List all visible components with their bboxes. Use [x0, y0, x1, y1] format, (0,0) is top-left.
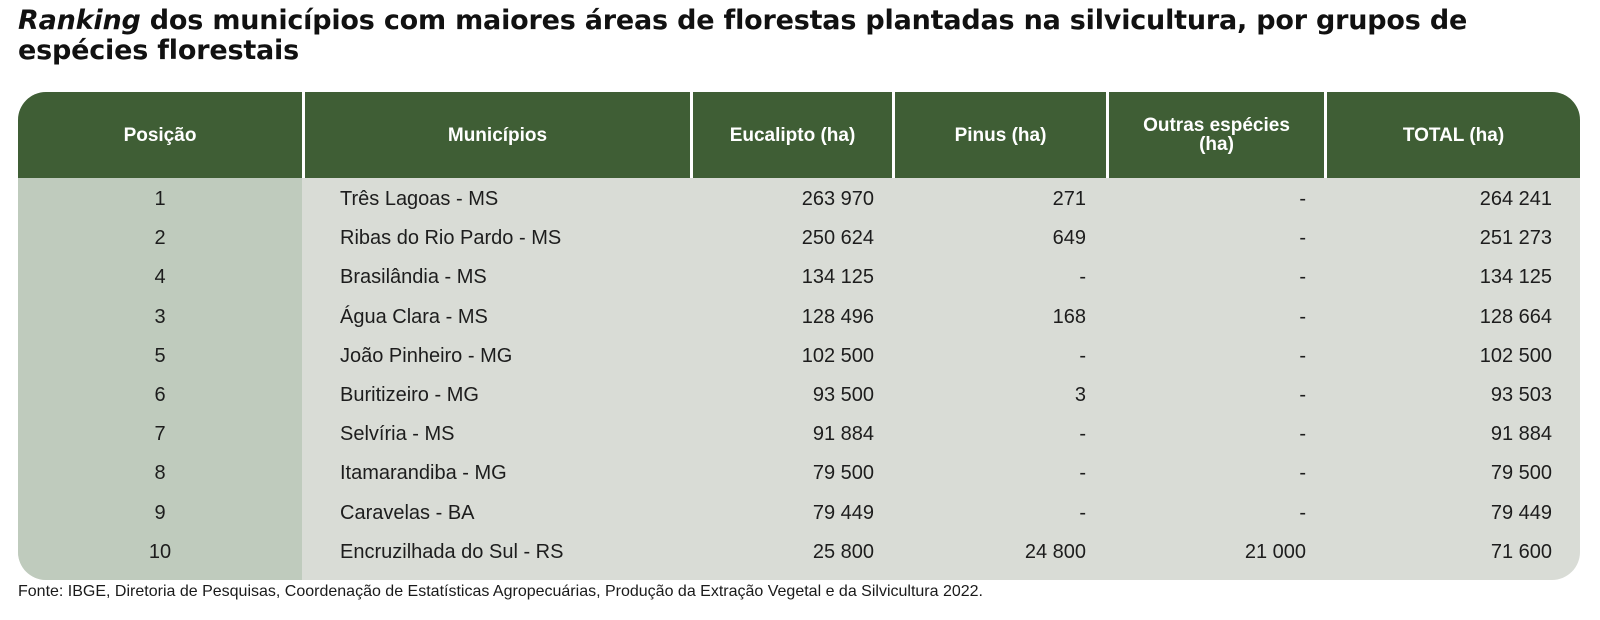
- cell-outras-especies: -: [1299, 462, 1306, 485]
- cell-outras-especies: 21 000: [1244, 540, 1306, 563]
- cell-outras-especies: -: [1299, 266, 1306, 289]
- cell-total: 264 241: [1479, 188, 1552, 210]
- cell-outras-especies: -: [1299, 501, 1306, 524]
- cell-total: 71 600: [1490, 540, 1552, 563]
- cell-pinus: 649: [1052, 227, 1086, 250]
- header-total: TOTAL (ha): [1324, 92, 1580, 178]
- title-text: dos municípios com maiores áreas de flor…: [18, 5, 1468, 66]
- cell-posicao: 10: [148, 540, 172, 563]
- cell-pinus: -: [1079, 462, 1086, 485]
- cell-pinus: -: [1079, 423, 1086, 446]
- table-row: 6 Buritizeiro - MG 93 500 3 - 93 503: [18, 376, 1580, 415]
- cell-eucalipto: 128 496: [801, 305, 874, 328]
- table-header-row: Posição Municípios Eucalipto (ha) Pinus …: [18, 92, 1580, 178]
- cell-posicao: 6: [154, 384, 166, 406]
- cell-pinus: 271: [1052, 188, 1086, 210]
- cell-municipio: Três Lagoas - MS: [340, 188, 499, 210]
- cell-pinus: 168: [1052, 305, 1086, 328]
- cell-municipio: Buritizeiro - MG: [340, 384, 479, 406]
- cell-eucalipto: 79 449: [812, 501, 874, 524]
- table-row: 5 João Pinheiro - MG 102 500 - - 102 500: [18, 337, 1580, 376]
- cell-posicao: 3: [154, 305, 166, 328]
- header-municipios: Municípios: [302, 92, 690, 178]
- cell-municipio: Brasilândia - MS: [340, 266, 487, 289]
- cell-municipio: Caravelas - BA: [340, 501, 475, 524]
- cell-outras-especies: -: [1299, 423, 1306, 446]
- cell-total: 134 125: [1479, 266, 1552, 289]
- cell-total: 91 884: [1490, 423, 1552, 446]
- cell-eucalipto: 134 125: [801, 266, 874, 289]
- page-title: Ranking dos municípios com maiores áreas…: [18, 6, 1578, 66]
- cell-posicao: 1: [154, 188, 166, 210]
- cell-eucalipto: 263 970: [801, 188, 874, 210]
- table-row: 3 Água Clara - MS 128 496 168 - 128 664: [18, 298, 1580, 337]
- cell-eucalipto: 93 500: [812, 384, 874, 406]
- cell-posicao: 9: [154, 501, 166, 524]
- cell-total: 79 500: [1490, 462, 1552, 485]
- cell-municipio: Encruzilhada do Sul - RS: [340, 540, 564, 563]
- cell-outras-especies: -: [1299, 384, 1306, 406]
- cell-pinus: 24 800: [1024, 540, 1086, 563]
- cell-eucalipto: 250 624: [801, 227, 874, 250]
- table-row: 2 Ribas do Rio Pardo - MS 250 624 649 - 251 2…: [18, 219, 1580, 258]
- cell-pinus: 3: [1074, 384, 1086, 406]
- cell-outras-especies: -: [1299, 227, 1306, 250]
- cell-eucalipto: 25 800: [812, 540, 874, 563]
- table-row: 10 Encruzilhada do Sul - RS 25 800 24 800 21…: [18, 533, 1580, 572]
- cell-municipio: Selvíria - MS: [340, 423, 455, 446]
- cell-eucalipto: 91 884: [812, 423, 874, 446]
- table-row: 1 Três Lagoas - MS 263 970 271 - 264 241: [18, 180, 1580, 219]
- table-row: 7 Selvíria - MS 91 884 - - 91 884: [18, 415, 1580, 454]
- cell-posicao: 7: [154, 423, 166, 446]
- cell-municipio: Água Clara - MS: [340, 305, 488, 328]
- table-row: 4 Brasilândia - MS 134 125 - - 134 125: [18, 258, 1580, 297]
- cell-posicao: 4: [154, 266, 166, 289]
- title-italic-word: Ranking: [18, 5, 141, 36]
- cell-outras-especies: -: [1299, 305, 1306, 328]
- cell-total: 128 664: [1479, 305, 1552, 328]
- cell-total: 251 273: [1479, 227, 1552, 250]
- cell-pinus: -: [1079, 344, 1086, 367]
- ranking-table: Posição Municípios Eucalipto (ha) Pinus …: [18, 92, 1580, 580]
- position-column-background: [18, 178, 302, 580]
- source-note: Fonte: IBGE, Diretoria de Pesquisas, Coo…: [18, 583, 983, 600]
- header-pinus: Pinus (ha): [892, 92, 1106, 178]
- header-outras-especies: Outras espécies (ha): [1106, 92, 1324, 178]
- cell-eucalipto: 79 500: [812, 462, 874, 485]
- cell-outras-especies: -: [1299, 344, 1306, 367]
- table-row: 9 Caravelas - BA 79 449 - - 79 449: [18, 494, 1580, 533]
- cell-total: 102 500: [1479, 344, 1552, 367]
- cell-total: 79 449: [1490, 501, 1552, 524]
- cell-total: 93 503: [1490, 384, 1552, 406]
- header-eucalipto: Eucalipto (ha): [690, 92, 892, 178]
- cell-pinus: -: [1079, 266, 1086, 289]
- cell-eucalipto: 102 500: [801, 344, 874, 367]
- cell-posicao: 2: [154, 227, 166, 250]
- cell-outras-especies: -: [1299, 188, 1306, 210]
- cell-posicao: 5: [154, 344, 166, 367]
- cell-pinus: -: [1079, 501, 1086, 524]
- table-row: 8 Itamarandiba - MG 79 500 - - 79 500: [18, 454, 1580, 493]
- cell-municipio: Itamarandiba - MG: [340, 462, 507, 485]
- cell-municipio: João Pinheiro - MG: [340, 344, 513, 367]
- header-posicao: Posição: [123, 124, 197, 146]
- cell-municipio: Ribas do Rio Pardo - MS: [340, 227, 562, 250]
- cell-posicao: 8: [154, 462, 166, 485]
